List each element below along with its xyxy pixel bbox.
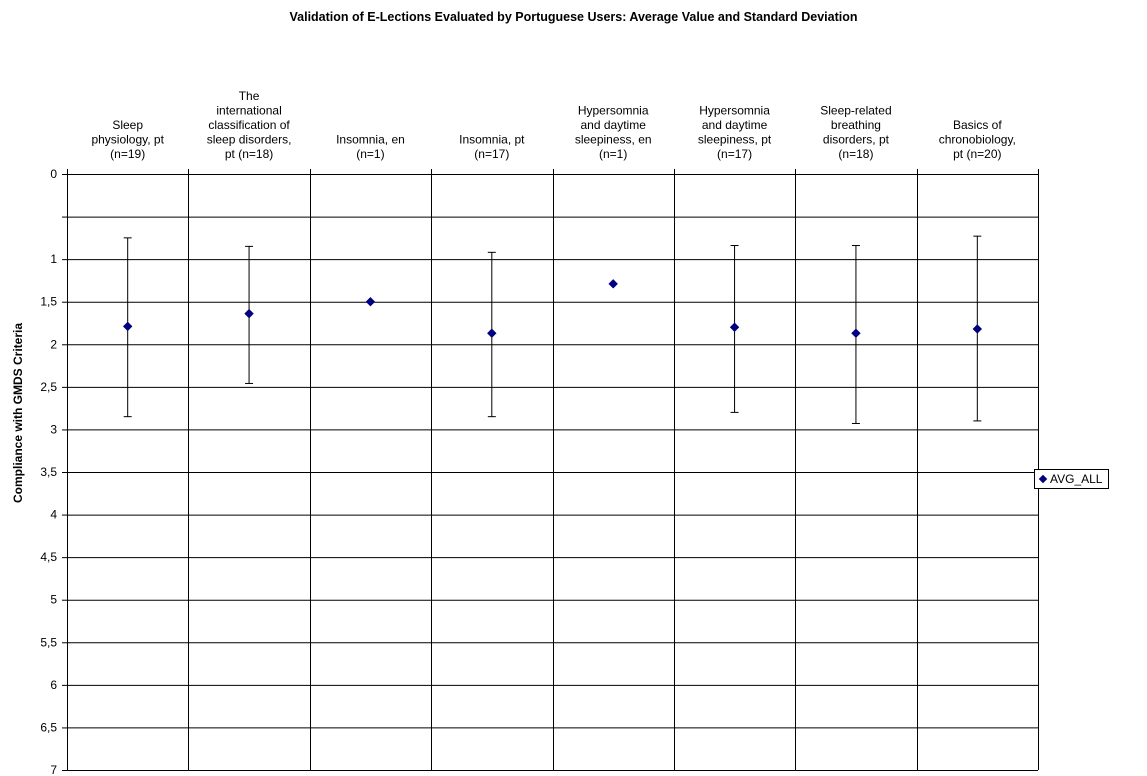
- y-tick-label: 7: [50, 763, 57, 776]
- data-point: [608, 279, 618, 289]
- y-tick-label: 3: [50, 422, 57, 436]
- category-label: sleep disorders,: [207, 133, 292, 147]
- data-point: [972, 324, 983, 334]
- category-label: sleepiness, pt: [698, 133, 772, 147]
- data-point: [729, 322, 740, 332]
- legend-label: AVG_ALL: [1050, 472, 1103, 486]
- data-point: [122, 321, 133, 332]
- y-tick-label: 3,5: [40, 465, 57, 479]
- y-tick-label: 4,5: [40, 550, 57, 564]
- data-point: [487, 328, 497, 338]
- category-label: disorders, pt: [823, 133, 890, 147]
- y-tick-label: 0: [50, 167, 57, 181]
- y-tick-label: 1,5: [40, 295, 57, 309]
- category-label: breathing: [831, 118, 881, 132]
- category-label: Sleep: [112, 118, 143, 132]
- y-tick-label: 6: [50, 678, 57, 692]
- y-tick-label: 4: [50, 508, 57, 522]
- data-point: [851, 328, 861, 338]
- plot-grid: [67, 174, 1039, 771]
- category-label: pt (n=20): [953, 147, 1001, 161]
- category-label: Hypersomnia: [578, 104, 649, 118]
- chart-title: Validation of E-Lections Evaluated by Po…: [289, 10, 858, 24]
- legend: AVG_ALL: [1034, 469, 1110, 489]
- category-label: classification of: [208, 118, 290, 132]
- category-label: Hypersomnia: [699, 104, 770, 118]
- category-label: and daytime: [581, 118, 647, 132]
- y-tick-label: 5,5: [40, 635, 57, 649]
- data-point: [244, 308, 254, 319]
- error-bars: [123, 235, 982, 424]
- category-label: (n=19): [110, 147, 145, 161]
- category-label: physiology, pt: [91, 133, 164, 147]
- y-axis-ticks: 0 1 1,5 2 2,5 3 3,5 4 4,5 5 5,5 6 6,5 7: [40, 167, 1039, 776]
- category-label: (n=17): [474, 147, 509, 161]
- category-label: Sleep-related: [820, 104, 891, 118]
- y-tick-label: 1: [50, 252, 57, 266]
- y-tick-label: 2,5: [40, 380, 57, 394]
- category-label: Basics of: [953, 118, 1002, 132]
- category-label: (n=1): [356, 147, 384, 161]
- category-label: international: [216, 104, 281, 118]
- y-tick-label: 2: [50, 337, 57, 351]
- y-tick-label: 5: [50, 593, 57, 607]
- category-label: chronobiology,: [939, 133, 1016, 147]
- data-points: [122, 279, 983, 338]
- category-label: (n=17): [717, 147, 752, 161]
- category-label: sleepiness, en: [575, 133, 652, 147]
- category-label: (n=1): [599, 147, 627, 161]
- y-tick-label: 6,5: [40, 720, 57, 734]
- category-label: pt (n=18): [225, 147, 273, 161]
- category-label: The: [239, 89, 260, 103]
- data-point: [365, 297, 376, 307]
- y-axis-label: Compliance with GMDS Criteria: [11, 323, 25, 503]
- category-label: (n=18): [838, 147, 873, 161]
- category-label: and daytime: [702, 118, 768, 132]
- category-label: Insomnia, en: [336, 133, 405, 147]
- legend-marker-icon: [1038, 474, 1048, 484]
- category-label: Insomnia, pt: [459, 133, 525, 147]
